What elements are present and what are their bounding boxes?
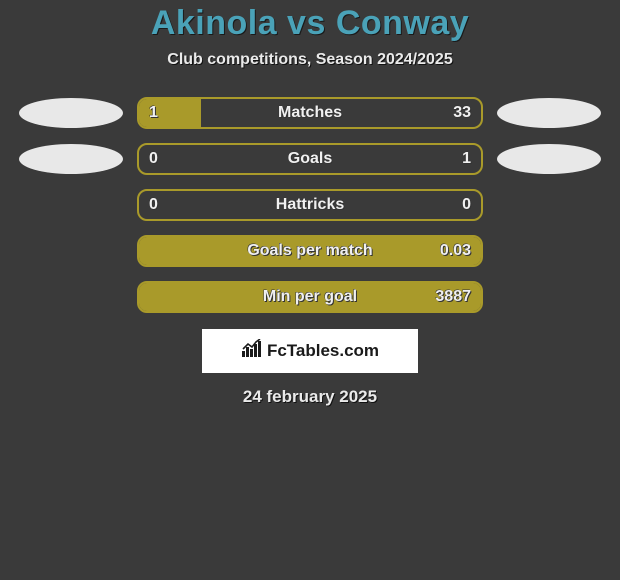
stat-bar: Goals per match 0.03: [137, 235, 483, 267]
comparison-row: 0 Hattricks 0: [0, 189, 620, 221]
comparison-row: Goals per match 0.03: [0, 235, 620, 267]
brand-box: FcTables.com: [202, 329, 418, 373]
chart-icon: [241, 339, 263, 364]
value-right: 0: [462, 196, 471, 214]
comparison-rows: 1 Matches 33 0 Goals 1 0 Hattricks 0 Goals per ma…: [0, 97, 620, 313]
value-left: 0: [149, 196, 158, 214]
date-label: 24 february 2025: [0, 387, 620, 407]
player-left-oval: [19, 144, 123, 174]
stat-label: Goals: [288, 150, 332, 168]
brand-label: FcTables.com: [267, 341, 379, 361]
player-right-oval: [497, 98, 601, 128]
comparison-row: 0 Goals 1: [0, 143, 620, 175]
subtitle: Club competitions, Season 2024/2025: [0, 51, 620, 69]
comparison-row: 1 Matches 33: [0, 97, 620, 129]
value-right: 1: [462, 150, 471, 168]
value-left: 0: [149, 150, 158, 168]
player-left-oval: [19, 98, 123, 128]
stat-bar: 1 Matches 33: [137, 97, 483, 129]
stat-label: Matches: [278, 104, 342, 122]
value-right: 0.03: [440, 242, 471, 260]
stat-label: Goals per match: [247, 242, 372, 260]
stat-label: Min per goal: [263, 288, 357, 306]
comparison-row: Min per goal 3887: [0, 281, 620, 313]
stat-bar: Min per goal 3887: [137, 281, 483, 313]
player-right-oval: [497, 144, 601, 174]
stat-bar: 0 Hattricks 0: [137, 189, 483, 221]
stat-bar: 0 Goals 1: [137, 143, 483, 175]
page-title: Akinola vs Conway: [0, 4, 620, 43]
value-right: 3887: [435, 288, 471, 306]
value-left: 1: [149, 104, 158, 122]
value-right: 33: [453, 104, 471, 122]
stat-label: Hattricks: [276, 196, 344, 214]
